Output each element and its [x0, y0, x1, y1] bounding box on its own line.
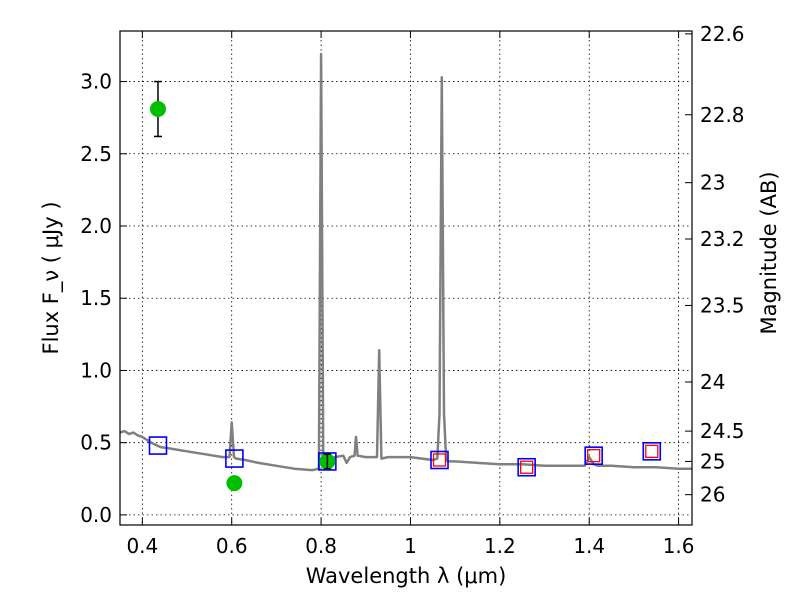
tick-label-layer: 0.4 0.6 0.8 1 1.2 1.4 1.6 0.0 0.5 1.0 1.5 2.0 2.5 3.0… [80, 22, 744, 558]
right-y-tick-label: 24.5 [700, 419, 745, 443]
right-y-tick-label: 26 [700, 483, 725, 507]
y-tick-label: 0.5 [80, 431, 112, 455]
model-spectrum-line [120, 52, 692, 472]
right-y-tick-label: 22.6 [700, 22, 745, 46]
x-tick-label: 1.6 [663, 534, 695, 558]
tick-layer [120, 31, 692, 525]
blue-model-photometry-marker [225, 449, 244, 468]
right-y-tick-label: 24 [700, 370, 725, 394]
x-tick-label: 0.4 [126, 534, 158, 558]
right-y-tick-label: 23.5 [700, 293, 745, 317]
y-tick-label: 2.5 [80, 142, 112, 166]
x-tick-label: 1.4 [573, 534, 605, 558]
right-y-tick-label: 25 [700, 449, 725, 473]
red-model-photometry-marker [645, 444, 659, 458]
plot-frame [119, 30, 693, 526]
y-tick-label: 2.0 [80, 214, 112, 238]
observed-flux-point [149, 101, 166, 117]
x-axis-label: Wavelength λ (μm) [306, 564, 507, 588]
blue-model-photometry-marker [430, 450, 449, 470]
marker-layer [148, 80, 662, 492]
blue-model-photometry-marker [642, 442, 662, 461]
blue-model-photometry-marker [584, 446, 603, 465]
red-model-photometry-marker [432, 453, 447, 467]
x-tick-label: 0.8 [305, 534, 337, 558]
observed-flux-point [226, 475, 243, 492]
y-axis-label: Flux F_ν ( μJy ) [39, 201, 64, 354]
right-y-tick-label: 23.2 [700, 227, 745, 251]
blue-model-photometry-marker [148, 436, 168, 455]
right-y-tick-label: 22.8 [700, 103, 745, 127]
blue-model-photometry-marker [318, 452, 337, 471]
x-tick-label: 1.2 [484, 534, 516, 558]
y-tick-label: 1.5 [80, 286, 112, 310]
red-model-photometry-marker [520, 460, 534, 474]
red-model-photometry-marker [587, 449, 601, 463]
y-tick-label: 3.0 [80, 70, 112, 94]
right-y-axis-label: Magnitude (AB) [757, 171, 781, 334]
y-tick-label: 0.0 [80, 503, 112, 527]
right-y-tick-label: 23 [700, 171, 725, 195]
x-tick-label: 1 [404, 534, 417, 558]
x-tick-label: 0.6 [216, 534, 248, 558]
blue-model-photometry-marker [517, 457, 536, 477]
y-tick-label: 1.0 [80, 358, 112, 382]
model-spectrum-layer [120, 52, 692, 472]
